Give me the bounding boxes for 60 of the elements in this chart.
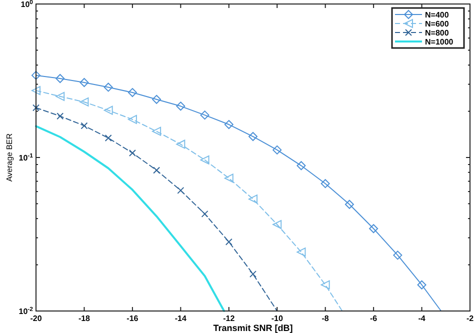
point: [296, 248, 306, 257]
legend-label: N=1000: [425, 38, 454, 46]
x-tick-label: -18: [78, 314, 91, 323]
point: [200, 155, 210, 164]
point: [128, 149, 136, 156]
point: [200, 110, 210, 120]
y-tick-label: 10$^{0}$: [20, 0, 34, 9]
point: [393, 250, 402, 260]
point: [32, 86, 40, 96]
point: [128, 114, 137, 124]
x-tick-label: -14: [174, 314, 187, 323]
point: [32, 104, 40, 112]
point: [320, 179, 330, 188]
line-series: [35, 125, 226, 312]
point: [369, 224, 378, 234]
y-axis-title: Average BER: [5, 133, 14, 182]
point: [177, 186, 184, 194]
x-tick-label: -8: [322, 314, 330, 323]
point: [225, 238, 232, 246]
legend-label: N=800: [425, 28, 450, 38]
point: [272, 145, 282, 154]
point: [224, 174, 234, 183]
point: [320, 280, 330, 290]
point: [80, 97, 89, 106]
x-tick-label: -20: [30, 314, 42, 323]
point: [128, 88, 137, 98]
y-tick-label: 10$^{-2}$: [18, 306, 34, 316]
point: [272, 220, 282, 230]
x-tick-label: -10: [271, 314, 284, 323]
point: [176, 102, 186, 111]
point: [176, 140, 186, 149]
point: [32, 70, 40, 80]
point: [80, 78, 89, 88]
point: [250, 270, 256, 278]
point: [56, 112, 64, 120]
point: [296, 161, 306, 170]
point: [248, 132, 258, 142]
x-tick-label: -12: [223, 314, 236, 323]
point: [104, 82, 113, 92]
point: [153, 166, 160, 174]
x-tick-label: -4: [418, 314, 426, 323]
point: [248, 194, 258, 204]
point: [152, 94, 162, 104]
x-tick-label: -16: [126, 314, 139, 323]
point: [224, 120, 234, 130]
point: [56, 74, 65, 84]
x-tick-label: -2: [466, 314, 474, 323]
point: [201, 210, 208, 218]
y-tick-label: 10$^{-1}$: [18, 152, 34, 162]
x-axis-title: Transmit SNR [dB]: [213, 323, 293, 333]
point: [152, 126, 162, 136]
legend-label: N=400: [425, 10, 450, 20]
point: [56, 92, 65, 101]
x-tick-label: -6: [370, 314, 378, 323]
point: [417, 280, 426, 290]
point: [104, 134, 112, 142]
legend-label: N=600: [425, 20, 450, 28]
point: [344, 200, 354, 209]
point: [80, 122, 88, 130]
point: [104, 106, 113, 115]
